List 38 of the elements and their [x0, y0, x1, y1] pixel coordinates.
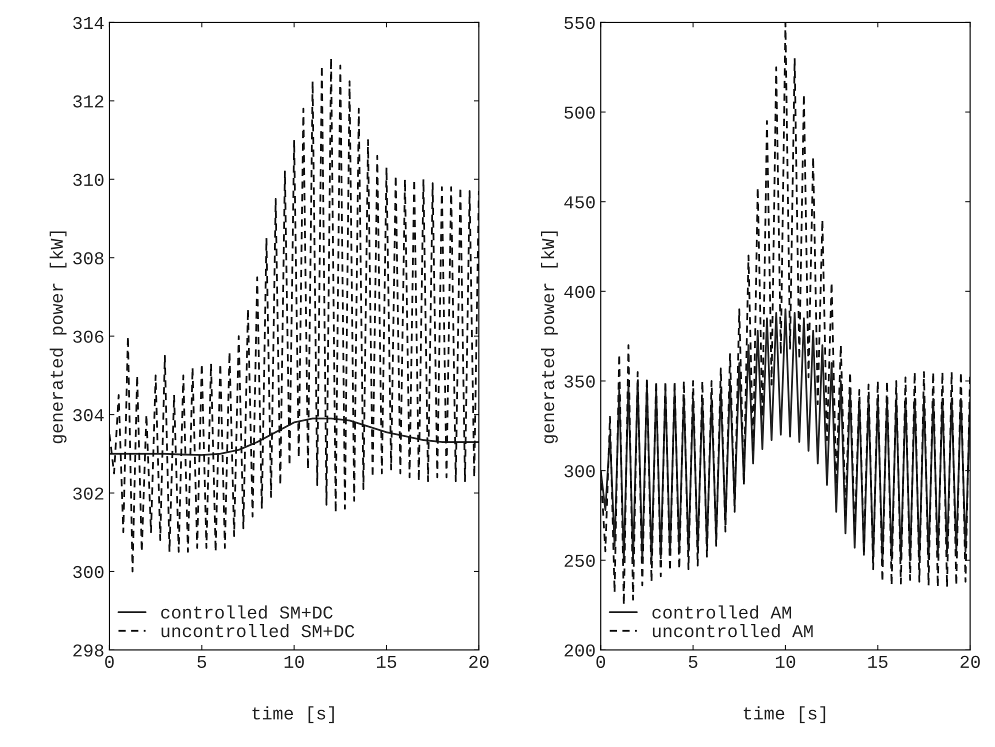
y-tick-label: 450	[564, 196, 595, 208]
line-series	[109, 418, 479, 456]
legend-label: uncontrolled AM	[652, 624, 813, 638]
legend-label: controlled SM+DC	[161, 605, 333, 619]
y-tick-label: 302	[73, 487, 104, 500]
y-tick-label: 298	[73, 644, 104, 657]
y-tick-label: 310	[73, 174, 104, 186]
y-tick-label: 300	[73, 566, 104, 578]
line-series	[109, 56, 479, 572]
y-tick-label: 550	[564, 16, 595, 30]
line-series	[600, 308, 970, 562]
x-tick-label: 10	[284, 656, 304, 668]
y-tick-label: 500	[564, 106, 595, 119]
y-tick-label: 314	[73, 16, 104, 30]
legend-label: controlled AM	[652, 605, 791, 619]
y-tick-label: 350	[564, 375, 595, 388]
x-tick-label: 20	[469, 656, 489, 668]
x-tick-label: 5	[688, 656, 698, 668]
x-tick-label: 15	[376, 656, 396, 668]
y-tick-label: 304	[73, 409, 104, 422]
x-tick-label: 20	[960, 656, 980, 668]
x-tick-label: 10	[776, 656, 796, 668]
y-tick-label: 200	[564, 644, 595, 657]
legend-label: uncontrolled SM+DC	[162, 624, 354, 638]
x-tick-label: 0	[596, 656, 606, 668]
x-tick-label: 15	[868, 656, 888, 668]
y-tick-label: 306	[73, 330, 104, 343]
x-tick-label: 0	[105, 656, 114, 668]
y-tick-label: 308	[73, 252, 104, 264]
y-tick-label: 400	[564, 286, 595, 298]
y-axis-title: generated power [kW]	[50, 231, 67, 444]
y-axis-title: generated power [kW]	[540, 231, 558, 444]
y-tick-label: 312	[73, 95, 104, 108]
x-tick-label: 5	[198, 656, 206, 668]
y-tick-label: 300	[564, 465, 595, 478]
x-axis-title: time [s]	[252, 706, 334, 724]
x-axis-title: time [s]	[744, 706, 826, 724]
y-tick-label: 250	[564, 554, 595, 567]
